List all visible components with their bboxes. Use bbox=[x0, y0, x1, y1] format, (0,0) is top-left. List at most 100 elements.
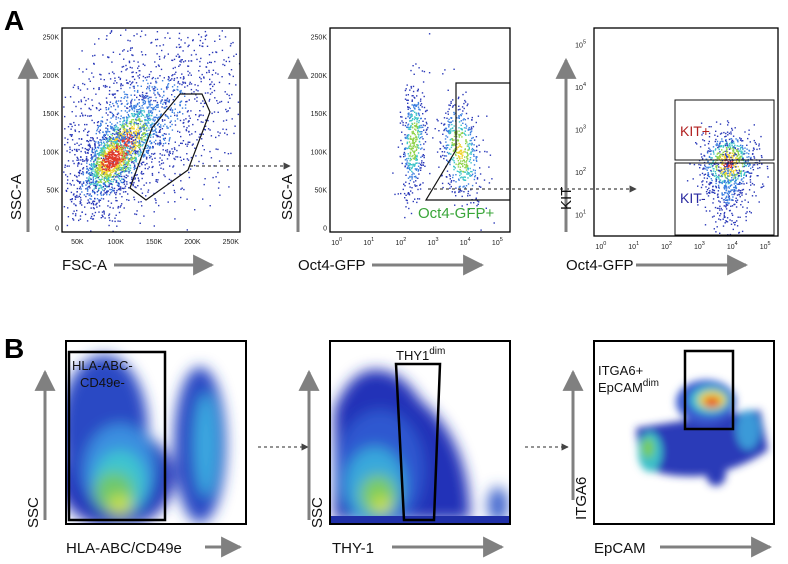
a1-event bbox=[78, 172, 81, 175]
a3-event bbox=[735, 197, 737, 199]
a2-event bbox=[423, 156, 425, 159]
a1-event bbox=[87, 152, 89, 154]
a1-event bbox=[120, 110, 123, 112]
a1-event bbox=[114, 159, 116, 162]
a1-event bbox=[204, 129, 206, 131]
a1-event bbox=[94, 184, 97, 187]
a1-event bbox=[213, 111, 216, 113]
a2-event bbox=[475, 197, 477, 199]
a1-event bbox=[88, 194, 90, 197]
a1-event bbox=[97, 171, 99, 173]
a3-event bbox=[717, 176, 720, 179]
a1-event bbox=[227, 101, 229, 103]
a1-event bbox=[134, 142, 136, 144]
a1-event bbox=[186, 100, 188, 103]
a1-event bbox=[230, 152, 232, 155]
a1-event bbox=[158, 161, 160, 163]
a1-event bbox=[109, 206, 111, 209]
a1-event bbox=[64, 166, 66, 168]
a1-event bbox=[191, 92, 193, 95]
a2-event bbox=[415, 162, 417, 164]
a1-event bbox=[89, 177, 91, 180]
a3-event bbox=[739, 150, 741, 152]
a3-event bbox=[718, 145, 720, 147]
a1-event bbox=[233, 132, 235, 135]
a1-event bbox=[100, 165, 102, 167]
a1-event bbox=[129, 83, 132, 86]
a1-event bbox=[210, 61, 212, 64]
a3-event bbox=[702, 180, 704, 182]
a2-event bbox=[414, 157, 416, 159]
a1-event bbox=[119, 163, 122, 165]
a1-event bbox=[110, 160, 112, 162]
a3-event bbox=[724, 169, 726, 172]
a3-event bbox=[718, 200, 720, 202]
a1-event bbox=[98, 187, 100, 190]
a2-event bbox=[455, 154, 457, 157]
a1-event bbox=[153, 130, 155, 132]
a1-event bbox=[116, 200, 118, 202]
a1-event bbox=[126, 140, 128, 143]
a1-event bbox=[126, 161, 128, 163]
a1-event bbox=[133, 196, 135, 198]
a2-event bbox=[465, 125, 468, 127]
a1-event bbox=[139, 131, 141, 134]
a1-event bbox=[82, 160, 84, 162]
a1-event bbox=[102, 138, 104, 141]
a2-event bbox=[409, 151, 412, 154]
a1-event bbox=[114, 158, 116, 161]
a2-event bbox=[472, 150, 474, 152]
a1-event bbox=[173, 112, 175, 114]
a3-event bbox=[708, 132, 711, 135]
a1-event bbox=[174, 218, 176, 220]
a1-event bbox=[133, 104, 136, 107]
a2-event bbox=[417, 101, 420, 104]
a3-event bbox=[736, 172, 739, 174]
a3-event bbox=[725, 184, 727, 187]
a2-event bbox=[409, 163, 411, 165]
a2-event bbox=[404, 124, 407, 127]
a2-event bbox=[475, 149, 478, 152]
a2-event bbox=[448, 118, 450, 120]
a2-event bbox=[483, 179, 486, 181]
a3-event bbox=[746, 156, 748, 158]
a2-event bbox=[465, 167, 467, 169]
a3-event bbox=[722, 180, 724, 182]
a1-event bbox=[186, 153, 188, 155]
a1-event bbox=[237, 101, 240, 103]
a1-event bbox=[153, 133, 156, 135]
a1-event bbox=[122, 138, 124, 141]
a1-event bbox=[136, 123, 138, 126]
a1-event bbox=[155, 139, 157, 142]
a3-event bbox=[745, 219, 747, 222]
a3-event bbox=[736, 155, 739, 157]
a1-event bbox=[94, 152, 96, 154]
a1-event bbox=[123, 134, 125, 137]
a3-event bbox=[757, 167, 759, 170]
a1-event bbox=[124, 149, 126, 151]
a1-event bbox=[116, 166, 118, 169]
a1-event bbox=[118, 175, 121, 177]
a1-event bbox=[178, 144, 180, 147]
a1-event bbox=[107, 162, 110, 164]
a1-event bbox=[113, 82, 115, 84]
a1-event bbox=[162, 138, 165, 140]
a1-event bbox=[95, 175, 98, 177]
plot-a2-y-label: SSC-A bbox=[279, 174, 296, 220]
a1-event bbox=[142, 141, 144, 144]
a3-event bbox=[711, 166, 713, 168]
a2-event bbox=[417, 90, 419, 92]
a1-event bbox=[136, 102, 139, 105]
a3-event bbox=[742, 151, 744, 153]
a1-event bbox=[113, 141, 115, 143]
a3-event bbox=[735, 190, 737, 192]
a3-event bbox=[736, 150, 738, 152]
a1-event bbox=[164, 142, 167, 144]
a3-event bbox=[742, 147, 744, 150]
a1-event bbox=[124, 123, 127, 125]
a2-event bbox=[413, 106, 415, 108]
a1-event bbox=[98, 187, 101, 189]
a3-event bbox=[751, 166, 754, 168]
a2-event bbox=[461, 160, 464, 162]
a1-event bbox=[101, 169, 103, 172]
